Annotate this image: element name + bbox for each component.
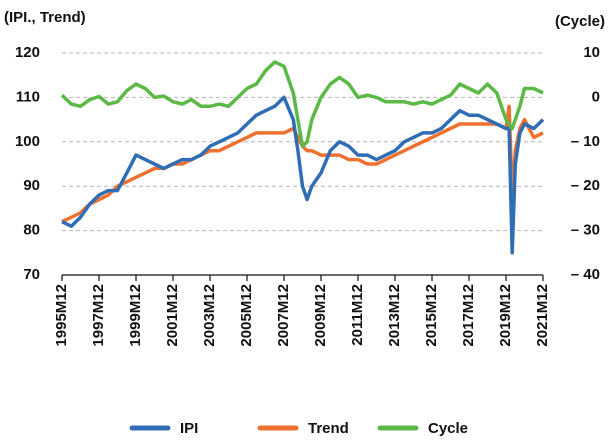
x-tick-label: 1995M12 — [53, 284, 70, 347]
y2-tick-label: – 30 — [571, 222, 600, 239]
series-line — [61, 104, 544, 224]
y-tick-label: 70 — [23, 266, 40, 283]
x-tick-label: 2017M12 — [460, 284, 477, 347]
x-tick-label: 2015M12 — [423, 284, 440, 347]
x-tick-label: 2009M12 — [312, 284, 329, 347]
y-tick-label: 100 — [15, 133, 40, 150]
y-tick-label: 110 — [16, 88, 40, 105]
legend-label: Cycle — [428, 420, 468, 437]
x-tick-label: 2001M12 — [164, 284, 181, 347]
x-tick-label: 2019M12 — [497, 284, 514, 347]
x-tick-label: 2013M12 — [386, 284, 403, 347]
y2-tick-label: – 40 — [571, 266, 600, 283]
y-tick-label: 120 — [15, 44, 40, 61]
y2-tick-label: – 10 — [571, 133, 600, 150]
legend-label: IPI — [180, 420, 198, 437]
x-tick-label: 1997M12 — [90, 284, 107, 347]
y2-tick-label: 0 — [592, 88, 600, 105]
x-tick-label: 2021M12 — [534, 284, 551, 347]
x-tick-label: 2007M12 — [275, 284, 292, 347]
x-tick-label: 1999M12 — [127, 284, 144, 347]
x-tick-label: 2011M12 — [349, 284, 366, 346]
y2-tick-label: – 20 — [571, 177, 600, 194]
y-tick-label: 80 — [23, 222, 40, 239]
y-tick-label: 90 — [23, 177, 40, 194]
x-tick-label: 2003M12 — [201, 284, 218, 347]
y2-axis-label: (Cycle) — [555, 13, 605, 30]
series-line — [60, 60, 544, 148]
y-axis-label: (IPI., Trend) — [4, 9, 86, 26]
legend-label: Trend — [308, 420, 349, 437]
x-tick-label: 2005M12 — [238, 284, 255, 347]
series-line — [61, 95, 545, 255]
y2-tick-label: 10 — [583, 44, 600, 61]
